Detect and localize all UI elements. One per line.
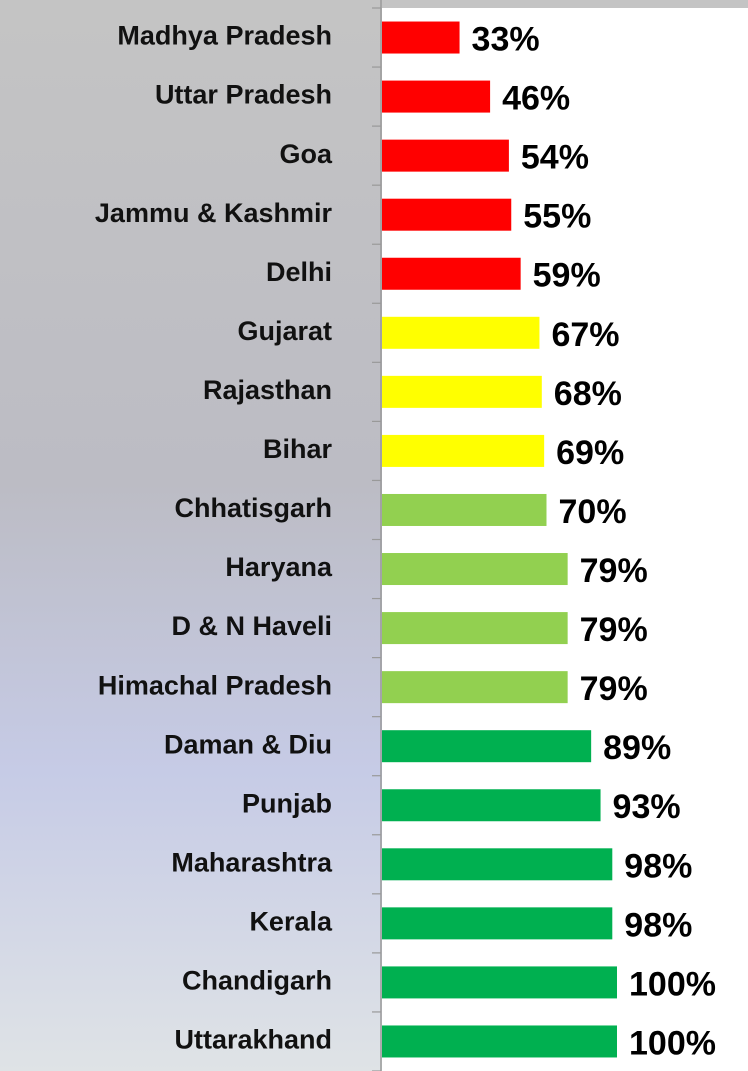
- bar: [382, 139, 509, 172]
- category-label: Kerala: [249, 906, 333, 936]
- bar: [382, 907, 613, 940]
- bar: [382, 553, 568, 586]
- category-label: Rajasthan: [203, 375, 332, 405]
- category-label: Delhi: [266, 257, 332, 287]
- category-label: Daman & Diu: [164, 729, 332, 759]
- bar: [382, 198, 512, 231]
- bar: [382, 1025, 617, 1058]
- value-label: 79%: [580, 670, 648, 708]
- category-label: D & N Haveli: [171, 611, 332, 641]
- category-label: Goa: [279, 139, 332, 169]
- bar: [382, 21, 460, 54]
- value-label: 54%: [521, 139, 589, 177]
- value-label: 79%: [580, 552, 648, 590]
- value-label: 93%: [613, 788, 681, 826]
- value-label: 98%: [624, 906, 692, 944]
- value-label: 46%: [502, 80, 570, 118]
- bar: [382, 966, 617, 999]
- value-label: 67%: [551, 316, 619, 354]
- value-label: 55%: [523, 198, 591, 236]
- bar: [382, 375, 542, 408]
- value-label: 68%: [554, 375, 622, 413]
- bar: [382, 316, 540, 349]
- bar: [382, 730, 592, 763]
- value-label: 59%: [533, 257, 601, 295]
- value-label: 69%: [556, 434, 624, 472]
- category-label: Uttarakhand: [174, 1025, 332, 1055]
- bar: [382, 434, 545, 467]
- category-label: Bihar: [263, 434, 333, 464]
- bar: [382, 612, 568, 645]
- value-label: 98%: [624, 847, 692, 885]
- value-label: 79%: [580, 611, 648, 649]
- value-label: 100%: [629, 965, 716, 1003]
- category-label: Uttar Pradesh: [155, 80, 332, 110]
- category-label: Gujarat: [237, 316, 332, 346]
- value-label: 33%: [472, 21, 540, 59]
- category-label: Chandigarh: [182, 966, 332, 996]
- category-label: Punjab: [242, 788, 332, 818]
- plot-area: [382, 8, 748, 1071]
- bar: [382, 671, 568, 704]
- category-label: Maharashtra: [171, 847, 333, 877]
- value-label: 70%: [559, 493, 627, 531]
- value-label: 89%: [603, 729, 671, 767]
- category-label: Haryana: [225, 552, 333, 582]
- category-ticks: [372, 7, 381, 1071]
- bar: [382, 848, 613, 881]
- value-label: 100%: [629, 1024, 716, 1062]
- category-label: Chhatisgarh: [174, 493, 332, 523]
- bar: [382, 789, 601, 822]
- category-label: Himachal Pradesh: [98, 670, 332, 700]
- bar: [382, 493, 547, 526]
- bar: [382, 257, 521, 290]
- category-label: Jammu & Kashmir: [95, 198, 333, 228]
- bar: [382, 80, 491, 113]
- category-label: Madhya Pradesh: [117, 21, 332, 51]
